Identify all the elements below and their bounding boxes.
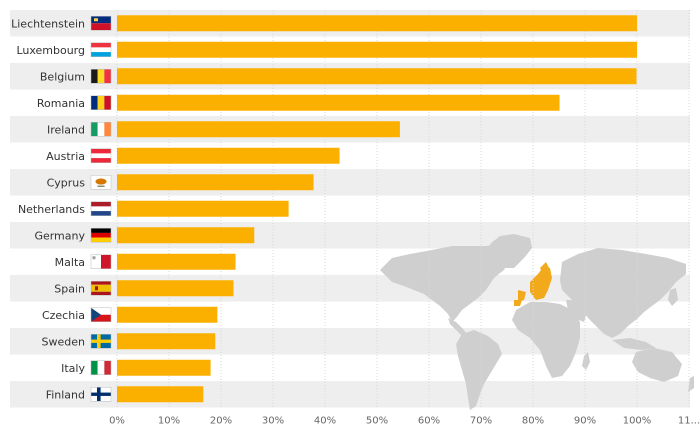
category-label: Luxembourg [16, 44, 85, 57]
x-tick-label: 80% [522, 416, 544, 427]
bar-czechia [117, 306, 218, 323]
x-tick-label: 20% [210, 416, 232, 427]
europe-highlight-icon [514, 262, 552, 306]
bar-malta [117, 253, 236, 270]
x-tick-label: 10% [158, 416, 180, 427]
x-tick-label: 11... [678, 416, 700, 427]
flag-germany-icon [90, 228, 112, 243]
bar-sweden [117, 333, 216, 350]
bar-cyprus [117, 174, 314, 191]
category-label: Ireland [47, 123, 85, 136]
flag-liechtenstein-icon [90, 16, 112, 31]
bar-austria [117, 147, 340, 164]
x-tick-label: 50% [366, 416, 388, 427]
flag-malta-icon [90, 254, 112, 269]
category-labels: Liechtenstein Luxembourg Belgium Romania Ire… [11, 17, 85, 401]
category-label: Spain [54, 282, 85, 295]
row-stripe [10, 222, 690, 249]
x-tick-label: 70% [470, 416, 492, 427]
category-label: Liechtenstein [11, 17, 85, 30]
x-tick-label: 40% [314, 416, 336, 427]
flag-sweden-icon [90, 334, 112, 349]
x-tick-label: 30% [262, 416, 284, 427]
bar-luxembourg [117, 41, 637, 58]
flag-belgium-icon [90, 69, 112, 84]
x-tick-label: 90% [574, 416, 596, 427]
bar-netherlands [117, 200, 289, 217]
category-label: Cyprus [47, 176, 86, 189]
flag-netherlands-icon [90, 201, 112, 216]
flag-italy-icon [90, 360, 112, 375]
row-stripe [10, 328, 690, 355]
bar-italy [117, 359, 211, 376]
category-label: Czechia [42, 309, 85, 322]
category-label: Malta [55, 256, 85, 269]
flag-spain-icon [90, 281, 112, 296]
bar-finland [117, 386, 204, 403]
bar-germany [117, 227, 255, 244]
category-label: Belgium [40, 70, 85, 83]
bar-liechtenstein [117, 15, 637, 32]
x-tick-label: 60% [418, 416, 440, 427]
world-map-icon [380, 234, 694, 410]
x-tick-label: 100% [623, 416, 652, 427]
flag-icons [90, 16, 112, 402]
flag-finland-icon [90, 387, 112, 402]
bar-belgium [117, 68, 637, 85]
category-label: Netherlands [18, 203, 85, 216]
x-axis-ticks: 0% 10% 20% 30% 40% 50% 60% 70% 80% 90% 100% 11... [109, 416, 700, 427]
category-label: Sweden [42, 335, 85, 348]
bar-romania [117, 94, 560, 111]
x-tick-label: 0% [109, 416, 125, 427]
category-label: Italy [61, 362, 85, 375]
flag-ireland-icon [90, 122, 112, 137]
category-label: Germany [34, 229, 85, 242]
flag-luxembourg-icon [90, 42, 112, 57]
row-stripe [10, 169, 690, 196]
flag-romania-icon [90, 95, 112, 110]
category-label: Romania [37, 97, 85, 110]
flag-czechia-icon [90, 307, 112, 322]
category-label: Finland [46, 388, 85, 401]
bar-spain [117, 280, 234, 297]
flag-cyprus-icon [90, 175, 112, 190]
flag-austria-icon [90, 148, 112, 163]
category-label: Austria [46, 150, 85, 163]
bar-ireland [117, 121, 400, 138]
bar-series [117, 15, 637, 403]
row-stripe [10, 381, 690, 408]
